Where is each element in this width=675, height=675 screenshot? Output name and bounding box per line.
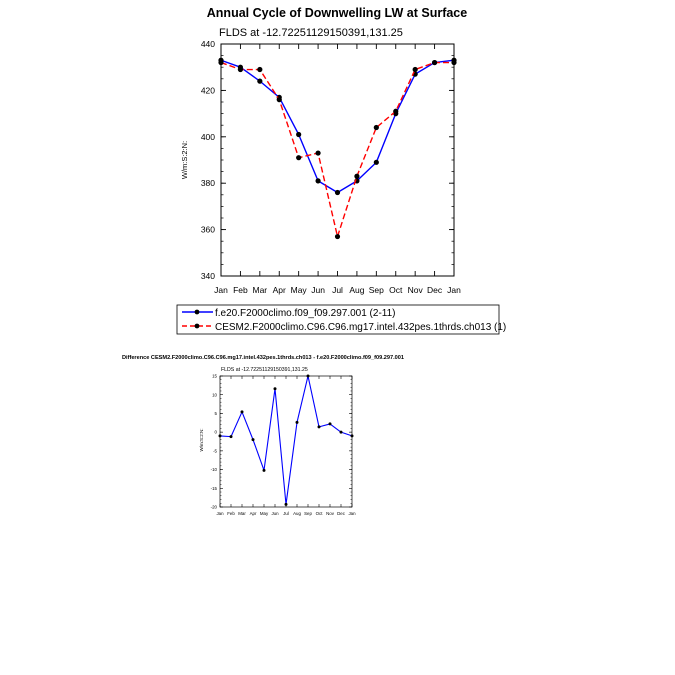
- data-point-series-1: [373, 159, 379, 165]
- y-tick-label: -15: [211, 486, 218, 491]
- x-tick-label: Apr: [250, 511, 257, 516]
- x-tick-label: Jan: [447, 285, 461, 295]
- x-tick-label: Jan: [214, 285, 228, 295]
- x-tick-label: Oct: [316, 511, 324, 516]
- x-tick-label: Jan: [216, 511, 224, 516]
- series-line-1: [219, 375, 353, 505]
- x-tick-label: Nov: [408, 285, 424, 295]
- x-tick-label: Dec: [337, 511, 346, 516]
- data-point-series-1: [339, 430, 343, 434]
- data-point-series-2: [393, 108, 399, 114]
- data-point-series-1: [240, 410, 244, 414]
- difference-chart: Difference CESM2.F2000climo.C96.C96.mg17…: [122, 355, 404, 516]
- data-point-series-1: [317, 425, 321, 429]
- legend-marker-series-1: [194, 309, 200, 315]
- y-tick-label: 420: [201, 85, 215, 95]
- legend-entry-series-1: f.e20.F2000climo.f09_f09.297.001 (2-11): [182, 308, 396, 319]
- data-point-series-2: [412, 66, 418, 73]
- data-point-series-1: [284, 502, 288, 506]
- main-chart-y-axis-label: W/m:S:2:N:: [180, 141, 189, 179]
- difference-chart-title: Difference CESM2.F2000climo.C96.C96.mg17…: [122, 355, 404, 361]
- series-line-1: [220, 59, 455, 194]
- x-tick-label: Nov: [326, 511, 335, 516]
- data-point-series-2: [315, 150, 321, 156]
- data-point-series-1: [295, 420, 299, 424]
- data-point-series-2: [257, 66, 263, 73]
- main-chart: Annual Cycle of Downwelling LW at Surfac…: [176, 6, 506, 335]
- data-point-series-1: [350, 434, 354, 438]
- data-point-series-1: [334, 189, 341, 196]
- difference-chart-subtitle: FLDS at -12.72251129150391,131.25: [221, 367, 308, 373]
- data-point-series-2: [237, 66, 244, 73]
- legend-entry-series-2: CESM2.F2000climo.C96.C96.mg17.intel.432p…: [182, 322, 506, 333]
- legend-label-series-2: CESM2.F2000climo.C96.C96.mg17.intel.432p…: [215, 322, 506, 333]
- difference-chart-y-axis-label: W/m:S:2:N:: [199, 428, 204, 451]
- data-point-series-2: [451, 59, 457, 66]
- legend-box: [176, 304, 500, 335]
- data-point-series-2: [276, 97, 282, 103]
- data-point-series-2: [431, 59, 438, 66]
- data-point-series-1: [306, 374, 310, 378]
- x-tick-label: Jul: [332, 285, 343, 295]
- data-point-series-2: [296, 155, 302, 161]
- y-tick-label: 380: [201, 178, 215, 188]
- x-tick-label: Mar: [238, 511, 246, 516]
- data-point-series-1: [229, 435, 233, 439]
- main-plot-area: 340 360 380 400 420 440 Jan Feb Mar Apr May Jun Jul A…: [201, 39, 461, 295]
- x-tick-label: Aug: [349, 285, 364, 295]
- x-tick-label: Sep: [304, 511, 312, 516]
- data-point-series-1: [328, 422, 332, 426]
- x-tick-label: Jan: [348, 511, 356, 516]
- x-tick-label: May: [291, 285, 308, 295]
- legend-marker-series-2: [194, 323, 200, 329]
- y-tick-label: -5: [213, 448, 217, 453]
- y-tick-label: -10: [211, 467, 218, 472]
- y-tick-label: 10: [212, 392, 217, 397]
- data-point-series-1: [296, 131, 302, 138]
- x-tick-label: Jun: [311, 285, 325, 295]
- x-tick-label: Feb: [227, 511, 235, 516]
- x-tick-label: May: [260, 511, 269, 516]
- data-point-series-2: [373, 124, 379, 131]
- y-tick-label: 0: [215, 430, 218, 435]
- data-point-series-1: [218, 434, 222, 438]
- main-chart-subtitle: FLDS at -12.72251129150391,131.25: [219, 27, 403, 39]
- series-line-2: [220, 61, 454, 238]
- data-point-series-1: [273, 387, 277, 391]
- x-tick-label: Mar: [253, 285, 268, 295]
- data-point-series-2: [334, 233, 341, 240]
- data-point-series-1: [315, 178, 321, 184]
- y-tick-label: 440: [201, 39, 215, 49]
- plot-frame: [219, 375, 353, 508]
- data-point-series-1: [251, 438, 255, 442]
- legend-label-series-1: f.e20.F2000climo.f09_f09.297.001 (2-11): [215, 308, 396, 319]
- main-chart-title: Annual Cycle of Downwelling LW at Surfac…: [207, 6, 467, 20]
- data-point-series-2: [354, 173, 360, 179]
- x-tick-label: Apr: [273, 285, 286, 295]
- data-point-series-1: [257, 78, 263, 84]
- x-tick-label: Aug: [293, 511, 301, 516]
- y-tick-label: 400: [201, 132, 215, 142]
- y-tick-label: -20: [211, 505, 218, 510]
- x-tick-label: Feb: [233, 285, 248, 295]
- y-tick-label: 360: [201, 225, 215, 235]
- x-tick-label: Jul: [283, 511, 289, 516]
- y-tick-label: 15: [212, 374, 217, 379]
- main-legend: f.e20.F2000climo.f09_f09.297.001 (2-11) …: [176, 304, 506, 335]
- data-point-series-1: [262, 468, 266, 472]
- x-tick-label: Dec: [427, 285, 443, 295]
- y-tick-label: 5: [215, 411, 218, 416]
- x-tick-label: Oct: [389, 285, 403, 295]
- x-tick-label: Sep: [369, 285, 384, 295]
- x-tick-label: Jun: [271, 511, 279, 516]
- y-tick-label: 340: [201, 271, 215, 281]
- data-point-series-2: [218, 59, 224, 66]
